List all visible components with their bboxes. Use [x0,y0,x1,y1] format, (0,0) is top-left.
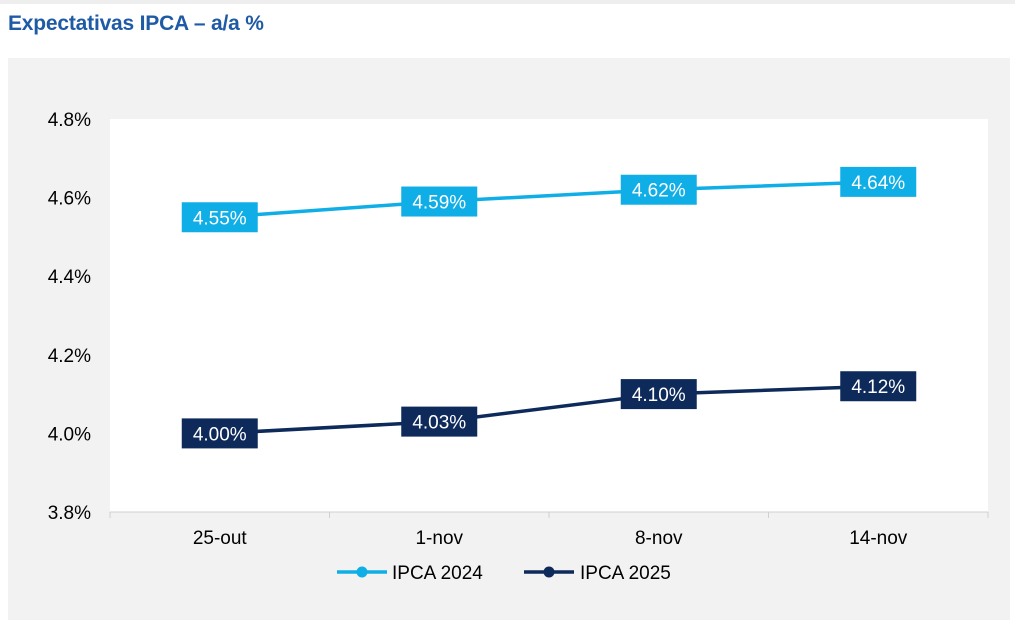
data-label-box [401,406,478,437]
chart-title: Expectativas IPCA – a/a % [8,12,264,35]
data-label: 4.00% [193,424,247,445]
x-tick-label: 25-out [193,528,248,549]
series-group [219,180,879,436]
y-tick-label: 3.8% [48,503,91,524]
legend-label: IPCA 2024 [392,563,483,584]
series-line-ipca-2024 [219,180,879,219]
data-label-box [181,202,258,233]
data-label: 4.03% [412,413,466,434]
data-label: 4.12% [851,377,905,398]
y-tick-label: 4.2% [48,346,91,367]
data-label: 4.55% [193,208,247,229]
data-label: 4.62% [632,181,686,202]
legend-marker [543,566,555,578]
series-line-ipca-2025 [219,384,879,436]
y-tick-label: 4.6% [48,189,91,210]
top-rule [0,0,1015,4]
data-label-box [181,418,258,449]
y-tick-label: 4.8% [48,110,91,131]
data-label: 4.64% [851,173,905,194]
data-label-box [840,166,917,197]
legend-label: IPCA 2025 [580,563,671,584]
y-tick-label: 4.0% [48,424,91,445]
data-labels: 4.55% 4.59% 4.62% 4.64% 4.00% 4.03% 4.10% 4.12% [181,166,917,449]
y-tick-label: 4.4% [48,267,91,288]
x-tick-label: 8-nov [635,528,683,549]
legend: IPCA 2024 IPCA 2025 [337,563,671,584]
axes: 3.8% 4.0% 4.2% 4.4% 4.6% 4.8% 25-out 1-nov 8-nov… [48,110,989,549]
data-label-box [401,186,478,217]
data-label-box [620,174,697,205]
legend-marker [356,566,368,578]
data-label-box [620,379,697,410]
data-label: 4.59% [412,193,466,214]
data-label: 4.10% [632,385,686,406]
x-tick-label: 1-nov [415,528,463,549]
data-label-box [840,371,917,402]
x-tick-label: 14-nov [849,528,908,549]
